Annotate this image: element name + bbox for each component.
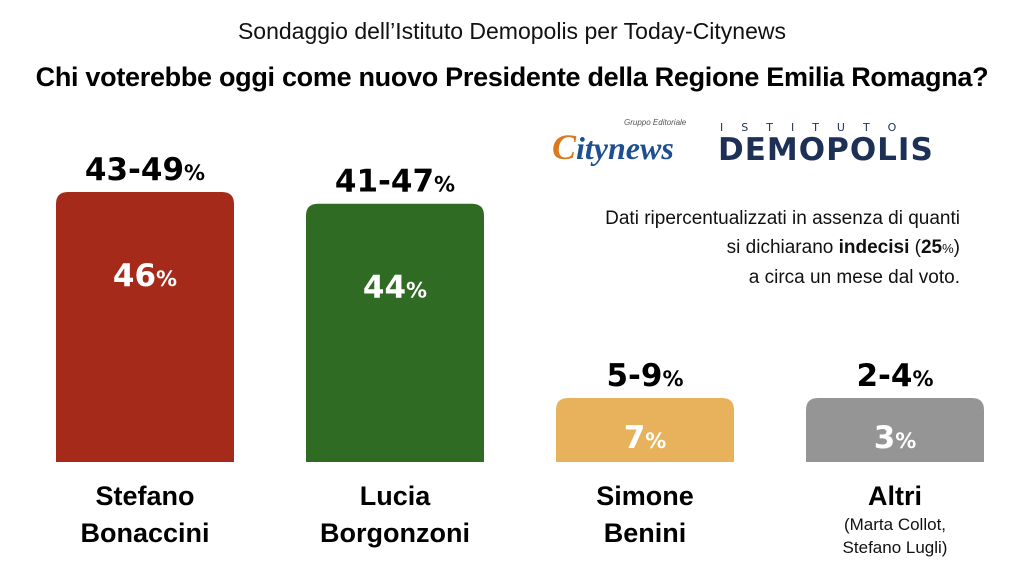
range-label-lucia-borgonzoni: 41-47%	[335, 164, 455, 200]
range-label-simone-benini: 5-9%	[606, 358, 683, 394]
bar-altri	[806, 398, 984, 462]
bar-lucia-borgonzoni	[306, 203, 484, 462]
demopolis-logo-caption: ISTITUTO	[720, 121, 915, 134]
value-label-altri: 3%	[874, 420, 917, 456]
citynews-logo: Citynews	[552, 127, 674, 167]
methodology-note: Dati ripercentualizzati in assenza di qu…	[605, 204, 960, 292]
category-label-altri: Altri	[868, 481, 922, 511]
range-label-stefano-bonaccini: 43-49%	[85, 152, 205, 188]
note-line-1: Dati ripercentualizzati in assenza di qu…	[605, 208, 960, 229]
category-sublabel-altri: (Marta Collot,	[844, 515, 946, 534]
logos: Citynews Gruppo Editoriale ISTITUTO DEMO…	[552, 118, 972, 178]
chart-subtitle: Sondaggio dell’Istituto Demopolis per To…	[237, 18, 787, 44]
demopolis-logo: DEMOPOLIS	[718, 132, 934, 168]
category-label-stefano-bonaccini: Bonaccini	[80, 518, 209, 548]
category-label-stefano-bonaccini: Stefano	[95, 481, 194, 511]
bar-simone-benini	[556, 398, 734, 462]
category-label-simone-benini: Simone	[596, 481, 694, 511]
note-line-3: a circa un mese dal voto.	[748, 267, 960, 288]
value-label-simone-benini: 7%	[624, 420, 667, 456]
category-label-lucia-borgonzoni: Lucia	[360, 481, 432, 511]
category-label-simone-benini: Benini	[604, 518, 687, 548]
note-line-2: si dichiarano indecisi (25%)	[726, 237, 960, 258]
category-sublabel-altri: Stefano Lugli)	[843, 538, 948, 557]
chart-title: Chi voterebbe oggi come nuovo Presidente…	[35, 62, 989, 92]
value-label-stefano-bonaccini: 46%	[113, 258, 177, 294]
bar-stefano-bonaccini	[56, 192, 234, 462]
range-label-altri: 2-4%	[856, 358, 933, 394]
category-label-lucia-borgonzoni: Borgonzoni	[320, 518, 470, 548]
value-label-lucia-borgonzoni: 44%	[363, 270, 427, 306]
citynews-logo-caption: Gruppo Editoriale	[624, 118, 687, 127]
